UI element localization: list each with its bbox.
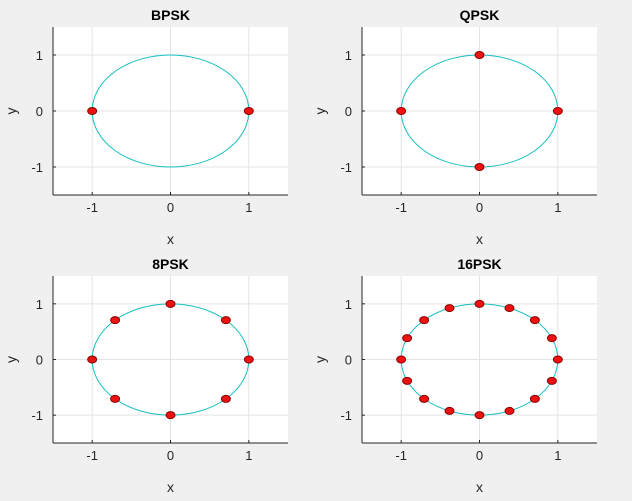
constellation-point bbox=[419, 394, 430, 403]
constellation-point bbox=[504, 304, 515, 313]
y-tick-label: 0 bbox=[345, 353, 352, 368]
x-axis-label: x bbox=[167, 231, 174, 247]
constellation-point bbox=[419, 316, 430, 325]
constellation-point bbox=[402, 376, 413, 385]
x-tick-label: 1 bbox=[245, 200, 252, 215]
y-tick-label: 0 bbox=[36, 104, 43, 119]
panel-title: QPSK bbox=[460, 7, 500, 23]
constellation-point bbox=[220, 394, 231, 403]
constellation-point bbox=[546, 376, 557, 385]
panel-title: BPSK bbox=[151, 7, 190, 23]
constellation-point bbox=[474, 411, 485, 420]
constellation-point bbox=[87, 355, 98, 364]
panel-16psk: -1 0 1 -1 0 1 16PSK x y bbox=[312, 256, 597, 495]
x-tick-label: 0 bbox=[167, 200, 174, 215]
constellation-point bbox=[396, 355, 407, 364]
x-tick-label: -1 bbox=[86, 200, 98, 215]
constellation-point bbox=[552, 355, 563, 364]
y-tick-label: 1 bbox=[36, 297, 43, 312]
y-tick-label: -1 bbox=[31, 160, 43, 175]
y-tick-label: -1 bbox=[31, 408, 43, 423]
x-tick-label: -1 bbox=[86, 448, 98, 463]
x-tick-label: 0 bbox=[476, 448, 483, 463]
y-axis-label: y bbox=[3, 356, 19, 363]
constellation-point bbox=[220, 316, 231, 325]
x-axis-label: x bbox=[476, 231, 483, 247]
constellation-point bbox=[474, 51, 485, 59]
y-tick-label: 0 bbox=[345, 104, 352, 119]
panel-title: 8PSK bbox=[152, 256, 189, 272]
constellation-point bbox=[110, 316, 121, 325]
constellation-point bbox=[444, 406, 455, 415]
constellation-point bbox=[444, 304, 455, 313]
constellation-point bbox=[243, 107, 254, 115]
y-tick-label: -1 bbox=[340, 408, 352, 423]
x-tick-label: -1 bbox=[395, 200, 407, 215]
x-tick-label: 0 bbox=[167, 448, 174, 463]
constellation-point bbox=[552, 107, 563, 115]
x-axis-label: x bbox=[167, 479, 174, 495]
constellation-point bbox=[529, 394, 540, 403]
x-tick-label: 0 bbox=[476, 200, 483, 215]
x-tick-label: -1 bbox=[395, 448, 407, 463]
constellation-point bbox=[529, 316, 540, 325]
panel-qpsk: -1 0 1 -1 0 1 QPSK x y bbox=[312, 7, 597, 247]
x-tick-label: 1 bbox=[245, 448, 252, 463]
constellation-point bbox=[546, 334, 557, 343]
constellation-point bbox=[87, 107, 98, 115]
constellation-point bbox=[474, 299, 485, 308]
constellation-point bbox=[165, 299, 176, 308]
constellation-point bbox=[402, 334, 413, 343]
constellation-point bbox=[504, 406, 515, 415]
constellation-point bbox=[474, 163, 485, 171]
y-axis-label: y bbox=[312, 356, 328, 363]
panel-bpsk: -1 0 1 -1 0 1 BPSK x y bbox=[3, 7, 288, 247]
constellation-point bbox=[396, 107, 407, 115]
y-tick-label: 1 bbox=[345, 48, 352, 63]
panel-title: 16PSK bbox=[457, 256, 501, 272]
y-tick-label: 1 bbox=[36, 48, 43, 63]
constellation-point bbox=[110, 394, 121, 403]
y-axis-label: y bbox=[3, 108, 19, 115]
y-tick-label: 0 bbox=[36, 353, 43, 368]
y-axis-label: y bbox=[312, 108, 328, 115]
y-tick-label: -1 bbox=[340, 160, 352, 175]
x-axis-label: x bbox=[476, 479, 483, 495]
constellation-point bbox=[243, 355, 254, 364]
x-tick-label: 1 bbox=[554, 448, 561, 463]
panel-8psk: -1 0 1 -1 0 1 8PSK x y bbox=[3, 256, 288, 495]
y-tick-label: 1 bbox=[345, 297, 352, 312]
constellation-point bbox=[165, 411, 176, 420]
x-tick-label: 1 bbox=[554, 200, 561, 215]
